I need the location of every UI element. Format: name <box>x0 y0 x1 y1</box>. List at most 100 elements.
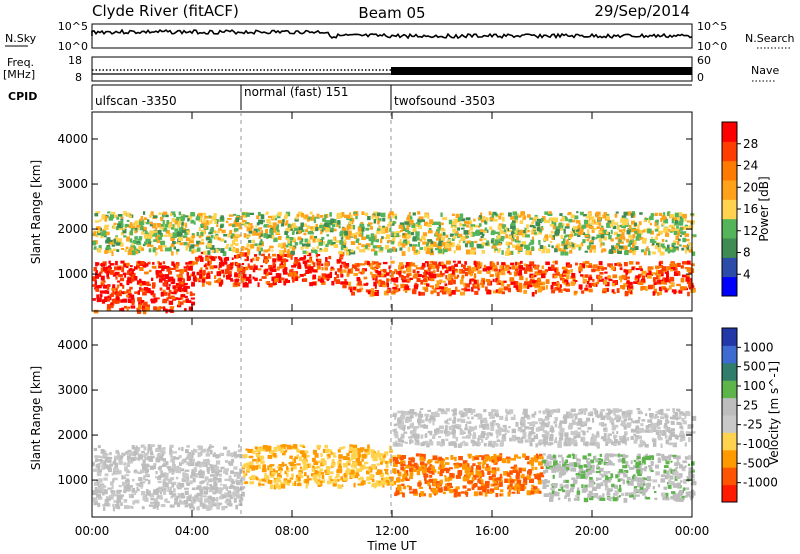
echo-cell <box>128 494 132 499</box>
echo-cell <box>516 289 520 292</box>
echo-cell <box>153 463 157 467</box>
echo-cell <box>439 464 443 469</box>
echo-cell <box>605 281 610 287</box>
echo-cell <box>531 246 535 251</box>
echo-cell <box>497 234 501 240</box>
echo-cell <box>199 481 204 484</box>
echo-cell <box>505 456 511 460</box>
echo-cell <box>367 224 371 227</box>
echo-cell <box>265 475 270 480</box>
echo-cell <box>155 476 160 479</box>
echo-cell <box>367 481 371 484</box>
echo-cell <box>350 250 356 255</box>
echo-cell <box>391 223 395 226</box>
echo-cell <box>427 215 430 219</box>
echo-cell <box>371 451 374 456</box>
echo-cell <box>466 240 472 245</box>
echo-cell <box>96 298 100 303</box>
echo-cell <box>462 460 468 465</box>
echo-cell <box>599 279 604 282</box>
echo-cell <box>595 458 598 463</box>
echo-cell <box>656 269 659 275</box>
echo-cell <box>130 493 134 498</box>
echo-cell <box>246 235 250 238</box>
echo-cell <box>357 451 361 455</box>
echo-cell <box>670 214 675 219</box>
echo-cell <box>408 461 412 466</box>
echo-cell <box>241 246 245 249</box>
echo-cell <box>103 477 108 481</box>
echo-cell <box>123 211 127 216</box>
echo-cell <box>162 447 166 451</box>
echo-cell <box>109 270 115 275</box>
echo-cell <box>405 290 408 293</box>
echo-cell <box>293 227 299 231</box>
echo-cell <box>134 490 137 495</box>
echo-cell <box>143 476 146 480</box>
echo-cell <box>454 225 458 229</box>
echo-cell <box>371 483 377 488</box>
nsearch-tick-bottom: 10^0 <box>697 40 727 53</box>
echo-cell <box>548 234 553 238</box>
echo-cell <box>228 453 234 457</box>
echo-cell <box>95 262 100 266</box>
echo-cell <box>499 473 503 477</box>
echo-cell <box>504 227 508 231</box>
echo-cell <box>348 449 352 453</box>
echo-cell <box>471 477 475 482</box>
echo-cell <box>282 450 286 456</box>
echo-cell <box>263 233 268 238</box>
echo-cell <box>195 497 199 501</box>
echo-cell <box>272 253 276 257</box>
echo-cell <box>316 261 320 265</box>
echo-cell <box>140 280 146 286</box>
echo-cell <box>141 247 145 252</box>
echo-cell <box>142 495 146 501</box>
echo-cell <box>430 278 435 282</box>
echo-cell <box>647 275 652 279</box>
echo-cell <box>688 281 692 285</box>
echo-cell <box>381 273 385 277</box>
echo-cell <box>428 466 431 471</box>
echo-cell <box>681 231 687 235</box>
echo-cell <box>584 287 589 291</box>
echo-cell <box>409 243 413 247</box>
echo-cell <box>381 482 384 486</box>
echo-cell <box>141 231 145 235</box>
echo-cell <box>681 274 687 278</box>
echo-cell <box>143 475 146 479</box>
echo-cell <box>117 457 123 462</box>
echo-cell <box>395 270 398 275</box>
echo-cell <box>427 239 432 242</box>
echo-cell <box>396 477 401 483</box>
echo-cell <box>625 461 629 464</box>
echo-cell <box>558 289 561 293</box>
echo-cell <box>349 288 353 293</box>
echo-cell <box>451 237 455 241</box>
echo-cell <box>145 465 148 470</box>
echo-cell <box>638 229 643 235</box>
echo-cell <box>350 218 353 222</box>
echo-cell <box>166 500 170 504</box>
echo-cell <box>448 273 453 278</box>
echo-cell <box>307 268 312 274</box>
echo-cell <box>349 447 353 451</box>
echo-cell <box>385 469 388 475</box>
echo-cell <box>440 262 445 266</box>
echo-cell <box>575 244 581 248</box>
echo-cell <box>117 214 123 217</box>
echo-cell <box>520 211 525 216</box>
echo-cell <box>140 300 145 304</box>
echo-cell <box>109 239 114 244</box>
echo-cell <box>344 230 348 236</box>
echo-cell <box>350 250 354 253</box>
echo-cell <box>337 220 341 225</box>
echo-cell <box>151 285 156 289</box>
echo-cell <box>474 477 477 480</box>
echo-cell <box>688 474 692 480</box>
echo-cell <box>149 230 154 235</box>
echo-cell <box>329 243 334 246</box>
echo-cell <box>386 282 389 288</box>
echo-cell <box>419 461 425 465</box>
echo-cell <box>194 449 198 453</box>
